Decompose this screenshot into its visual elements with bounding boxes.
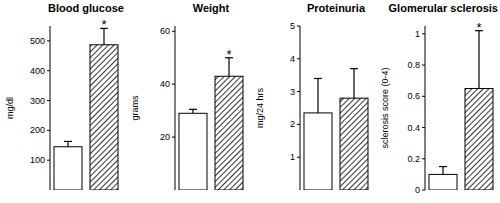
error-bar xyxy=(475,31,483,89)
figure: Blood glucosemg/dl100200300400500*Weight… xyxy=(0,0,500,203)
y-tick xyxy=(422,96,425,97)
y-axis xyxy=(425,26,426,190)
y-tick xyxy=(172,137,175,138)
y-tick-label: 40 xyxy=(160,79,170,89)
y-tick xyxy=(297,124,300,125)
y-tick-label: 2 xyxy=(290,119,295,129)
y-tick xyxy=(47,100,50,101)
title: Proteinuria xyxy=(307,2,366,14)
bar xyxy=(215,76,243,190)
y-tick xyxy=(422,65,425,66)
bar xyxy=(304,113,332,190)
y-axis-label: grams xyxy=(130,95,140,121)
bar xyxy=(179,113,207,190)
y-tick-label: 3 xyxy=(290,87,295,97)
title: Blood glucose xyxy=(48,2,124,14)
bar xyxy=(429,174,457,190)
y-tick-label: 0.4 xyxy=(407,123,420,133)
y-tick xyxy=(422,127,425,128)
y-tick-label: 300 xyxy=(30,96,45,106)
bars xyxy=(429,31,493,190)
y-tick xyxy=(297,58,300,59)
y-tick-label: 100 xyxy=(30,155,45,165)
title: Weight xyxy=(193,2,230,14)
y-tick xyxy=(47,40,50,41)
y-axis-label: sclerosis score (0-4) xyxy=(380,67,390,148)
y-tick xyxy=(47,130,50,131)
significance-marker: * xyxy=(476,20,481,35)
error-bar xyxy=(350,69,358,99)
bar xyxy=(465,88,493,190)
y-axis xyxy=(300,26,301,190)
bar xyxy=(54,147,82,190)
y-tick xyxy=(422,190,425,191)
significance-marker: * xyxy=(226,47,231,62)
y-tick xyxy=(47,160,50,161)
y-tick-label: 60 xyxy=(160,26,170,36)
error-bar xyxy=(439,167,447,175)
panel: Blood glucose mg/dl 100 200 300 400 500 * xyxy=(5,2,124,190)
y-tick-label: 1 xyxy=(415,29,420,39)
y-tick xyxy=(47,70,50,71)
y-tick xyxy=(422,158,425,159)
bar xyxy=(340,98,368,190)
y-axis xyxy=(50,26,51,190)
error-bar xyxy=(64,141,72,146)
y-tick xyxy=(172,84,175,85)
bar xyxy=(90,45,118,190)
y-axis-label: mg/dl xyxy=(5,97,15,119)
significance-marker: * xyxy=(101,17,106,32)
y-tick-label: 20 xyxy=(160,132,170,142)
y-axis-label: mg/24 hrs xyxy=(255,87,265,128)
y-tick xyxy=(172,31,175,32)
y-tick-label: 0.6 xyxy=(407,91,420,101)
y-axis xyxy=(175,26,176,190)
y-tick-label: 0.2 xyxy=(407,154,420,164)
y-tick-label: 0 xyxy=(415,185,420,195)
panel: Proteinuria mg/24 hrs 1 2 3 4 5 xyxy=(255,2,368,190)
y-tick xyxy=(422,33,425,34)
bars xyxy=(179,58,243,190)
y-tick xyxy=(297,91,300,92)
y-tick-label: 4 xyxy=(290,54,295,64)
bars xyxy=(304,69,368,190)
error-bar xyxy=(314,78,322,112)
y-tick-label: 5 xyxy=(290,21,295,31)
y-tick-label: 200 xyxy=(30,125,45,135)
y-tick-label: 1 xyxy=(290,152,295,162)
error-bar xyxy=(189,109,197,113)
panel: Glomerular sclerosis sclerosis score (0-4… xyxy=(380,2,498,195)
panel: Weight grams 20 40 60 * xyxy=(130,2,243,190)
y-tick xyxy=(297,26,300,27)
y-tick-label: 400 xyxy=(30,66,45,76)
y-tick-label: 0.8 xyxy=(407,60,420,70)
bars xyxy=(54,28,118,190)
y-tick-label: 500 xyxy=(30,36,45,46)
title: Glomerular sclerosis xyxy=(389,2,498,14)
y-tick xyxy=(297,157,300,158)
